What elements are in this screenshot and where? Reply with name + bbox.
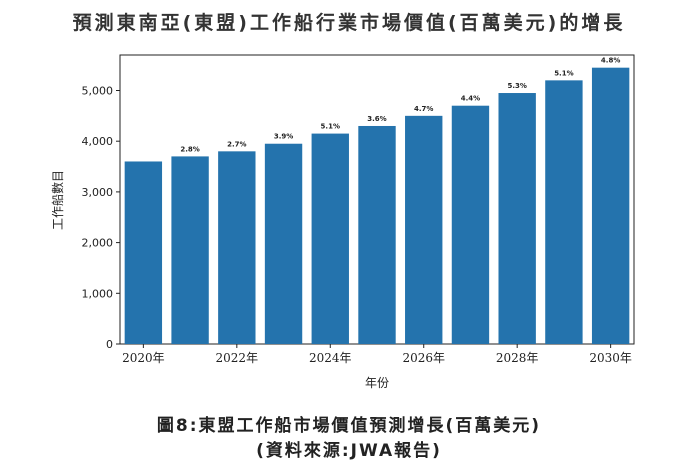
figure-caption: 圖8:東盟工作船市場價值預測增長(百萬美元) xyxy=(156,416,542,436)
bar-2026 xyxy=(405,115,443,344)
data-label-2027: 4.4% xyxy=(461,95,480,103)
bar-2025 xyxy=(358,125,396,344)
bar-2020 xyxy=(124,161,163,344)
x-tick-label: 2026年 xyxy=(402,351,445,365)
page-title: 預測東南亞(東盟)工作船行業市場價值(百萬美元)的增長 xyxy=(72,12,626,34)
y-axis-label: 工作船數目 xyxy=(51,170,65,230)
data-label-2028: 5.3% xyxy=(507,82,526,90)
bar-2022 xyxy=(218,151,256,344)
figure-source: (資料來源:JWA報告) xyxy=(256,441,442,461)
bar-2023 xyxy=(264,143,303,344)
data-label-2021: 2.8% xyxy=(180,145,199,153)
bar-2028 xyxy=(498,93,536,345)
data-label-2022: 2.7% xyxy=(227,140,246,148)
x-axis-label: 年份 xyxy=(365,376,389,390)
x-tick-label: 2030年 xyxy=(589,351,632,365)
data-label-2025: 3.6% xyxy=(367,115,386,123)
data-label-2023: 3.9% xyxy=(274,133,293,141)
bar-2024 xyxy=(311,133,349,344)
x-tick-label: 2022年 xyxy=(216,351,259,365)
x-tick-label: 2024年 xyxy=(309,351,352,365)
x-tick-label: 2020年 xyxy=(122,351,165,365)
x-tick-label: 2028年 xyxy=(496,351,539,365)
data-label-2024: 5.1% xyxy=(321,123,340,131)
data-label-2030: 4.8% xyxy=(601,57,620,65)
y-tick-label: 4,000 xyxy=(82,135,114,148)
y-tick-label: 5,000 xyxy=(82,84,114,97)
y-tick-label: 2,000 xyxy=(82,237,114,250)
bar-2030 xyxy=(591,67,630,344)
data-label-2026: 4.7% xyxy=(414,105,433,113)
y-tick-label: 3,000 xyxy=(82,186,114,199)
y-tick-label: 0 xyxy=(106,338,113,351)
y-tick-label: 1,000 xyxy=(82,287,114,300)
bar-2021 xyxy=(171,156,209,344)
data-label-2029: 5.1% xyxy=(554,69,573,77)
bar-2029 xyxy=(545,80,583,344)
bar-2027 xyxy=(451,105,490,344)
